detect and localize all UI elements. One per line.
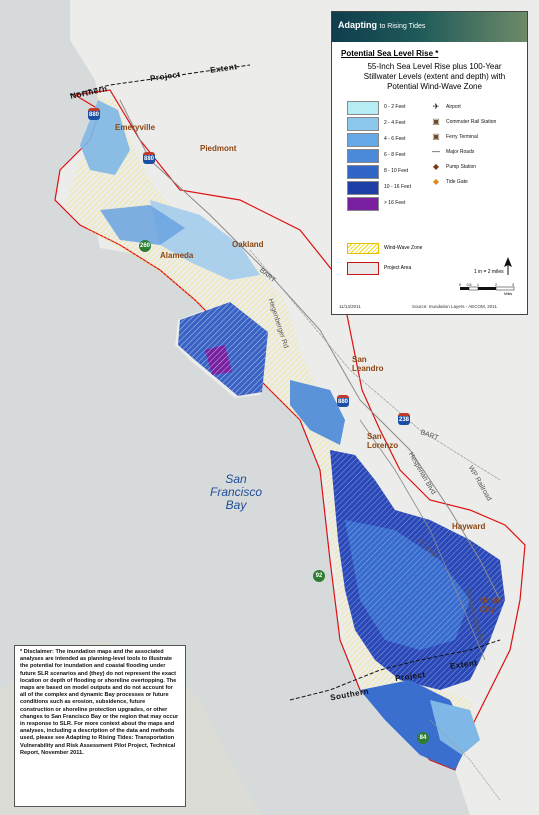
legend-depth-row: 2 - 4 Feet [347,117,527,131]
rail-station-icon: ▣ [432,117,440,126]
depth-swatch [347,101,379,115]
place-oakland: Oakland [232,240,264,249]
ferry-terminal-icon: ▣ [432,132,440,141]
legend-symbol-row: ◆ Pump Station [430,161,525,173]
map-source: Source: Inundation Layers - AECOM, 2011 [412,304,497,309]
depth-swatch [347,197,379,211]
disclaimer-box: * Disclaimer: The inundation maps and th… [14,645,186,807]
road-i880 [119,99,501,601]
inundation-south-light [430,700,480,755]
scale-tick: 0.5 [467,283,472,287]
legend-symbol-row: ▣ Commuter Rail Station [430,116,525,128]
north-arrow-icon [504,257,512,275]
depth-label: 0 - 2 Feet [384,104,406,110]
depth-swatch [347,133,379,147]
legend-title: Potential Sea Level Rise * [341,49,439,58]
legend-depth-row: 0 - 2 Feet [347,101,527,115]
scale-tick: 2 [495,283,497,287]
road-railroad [429,719,501,801]
place-piedmont: Piedmont [200,144,237,153]
depth-label: 2 - 4 Feet [384,120,406,126]
depth-swatch [347,165,379,179]
place-alameda: Alameda [160,251,194,260]
major-road-icon: — [432,147,440,156]
wind-wave-swatch [347,243,379,254]
depth-label: > 16 Feet [384,200,406,206]
project-area-swatch [347,262,379,275]
highway-shield-i880-a: 880 [88,108,100,120]
symbol-label: Major Roads [446,149,475,155]
scale-tick: 3 [512,283,514,287]
symbol-label: Tide Gate [446,179,468,185]
road-bart [249,249,501,481]
place-hayward: Hayward [452,522,486,531]
highway-shield-i880-c: 880 [337,395,349,407]
highway-shield-sr84: 84 [417,732,429,744]
inundation-alameda [100,205,185,245]
place-union-city: Union City [480,596,503,614]
legend-depth-row: 8 - 10 Feet [347,165,527,179]
depth-swatch [347,181,379,195]
legend-depth-row: 6 - 8 Feet [347,149,527,163]
map-legend: Adapting to Rising Tides Potential Sea L… [331,11,528,315]
depth-label: 4 - 6 Feet [384,136,406,142]
highway-shield-sr260: 260 [139,240,151,252]
depth-label: 6 - 8 Feet [384,152,406,158]
symbol-label: Airport [446,104,461,110]
inundation-san-leandro [290,380,345,445]
san-francisco-bay-label: San Francisco Bay [210,472,263,512]
wind-wave-zone [65,95,480,760]
symbol-label: Commuter Rail Station [446,119,497,125]
southern-extent-line [289,639,501,701]
project-area-label: Project Area [384,265,412,271]
legend-banner: Adapting to Rising Tides [332,12,527,42]
legend-depth-row: 10 - 16 Feet [347,181,527,195]
northern-extent-line [69,64,251,96]
legend-symbol-row: ◆ Tide Gate [430,176,525,188]
inundation-south [360,680,470,770]
inundation-hayward-hatch [330,450,505,690]
legend-subtitle: 55-Inch Sea Level Rise plus 100-Year Sti… [363,62,506,91]
highway-shield-i238: 238 [398,413,410,425]
place-san-lorenzo: San Lorenzo [367,432,399,450]
scale-tick: 0 [459,283,461,287]
symbol-label: Ferry Terminal [446,134,478,140]
banner-title-strong: Adapting [338,20,377,30]
legend-depth-row: > 16 Feet [347,197,527,211]
depth-label: 8 - 10 Feet [384,168,409,174]
highway-shield-i880-b: 880 [143,152,155,164]
scale-bar: 0 0.5 1 2 3 Miles [459,283,515,296]
place-san-leandro: San Leandro [352,355,384,373]
depth-swatch [347,117,379,131]
pump-station-icon: ◆ [432,162,440,171]
inundation-oakland-shore [150,200,260,280]
depth-swatch [347,149,379,163]
banner-title-rest: to Rising Tides [379,23,426,30]
legend-symbol-row: ✈ Airport [430,101,525,113]
map-date: 11/14/2011 [339,304,361,309]
scale-tick: 1 [477,283,479,287]
legend-banner-title: Adapting to Rising Tides [338,20,425,30]
wind-wave-label: Wind-Wave Zone [384,245,423,251]
highway-shield-sr92: 92 [313,570,325,582]
inundation-airport-hatch [178,302,268,396]
tide-gate-icon: ◆ [432,177,440,186]
place-emeryville: Emeryville [115,123,156,132]
road-hesperian [359,419,486,661]
scale-label: 1 in = 2 miles [474,269,504,275]
scale-unit: Miles [504,292,512,296]
airport-icon: ✈ [432,102,440,111]
depth-label: 10 - 16 Feet [384,184,411,190]
symbol-label: Pump Station [446,164,477,170]
legend-depth-row: 4 - 6 Feet [347,133,527,147]
legend-symbol-row: ▣ Ferry Terminal [430,131,525,143]
legend-symbol-row: — Major Roads [430,146,525,158]
